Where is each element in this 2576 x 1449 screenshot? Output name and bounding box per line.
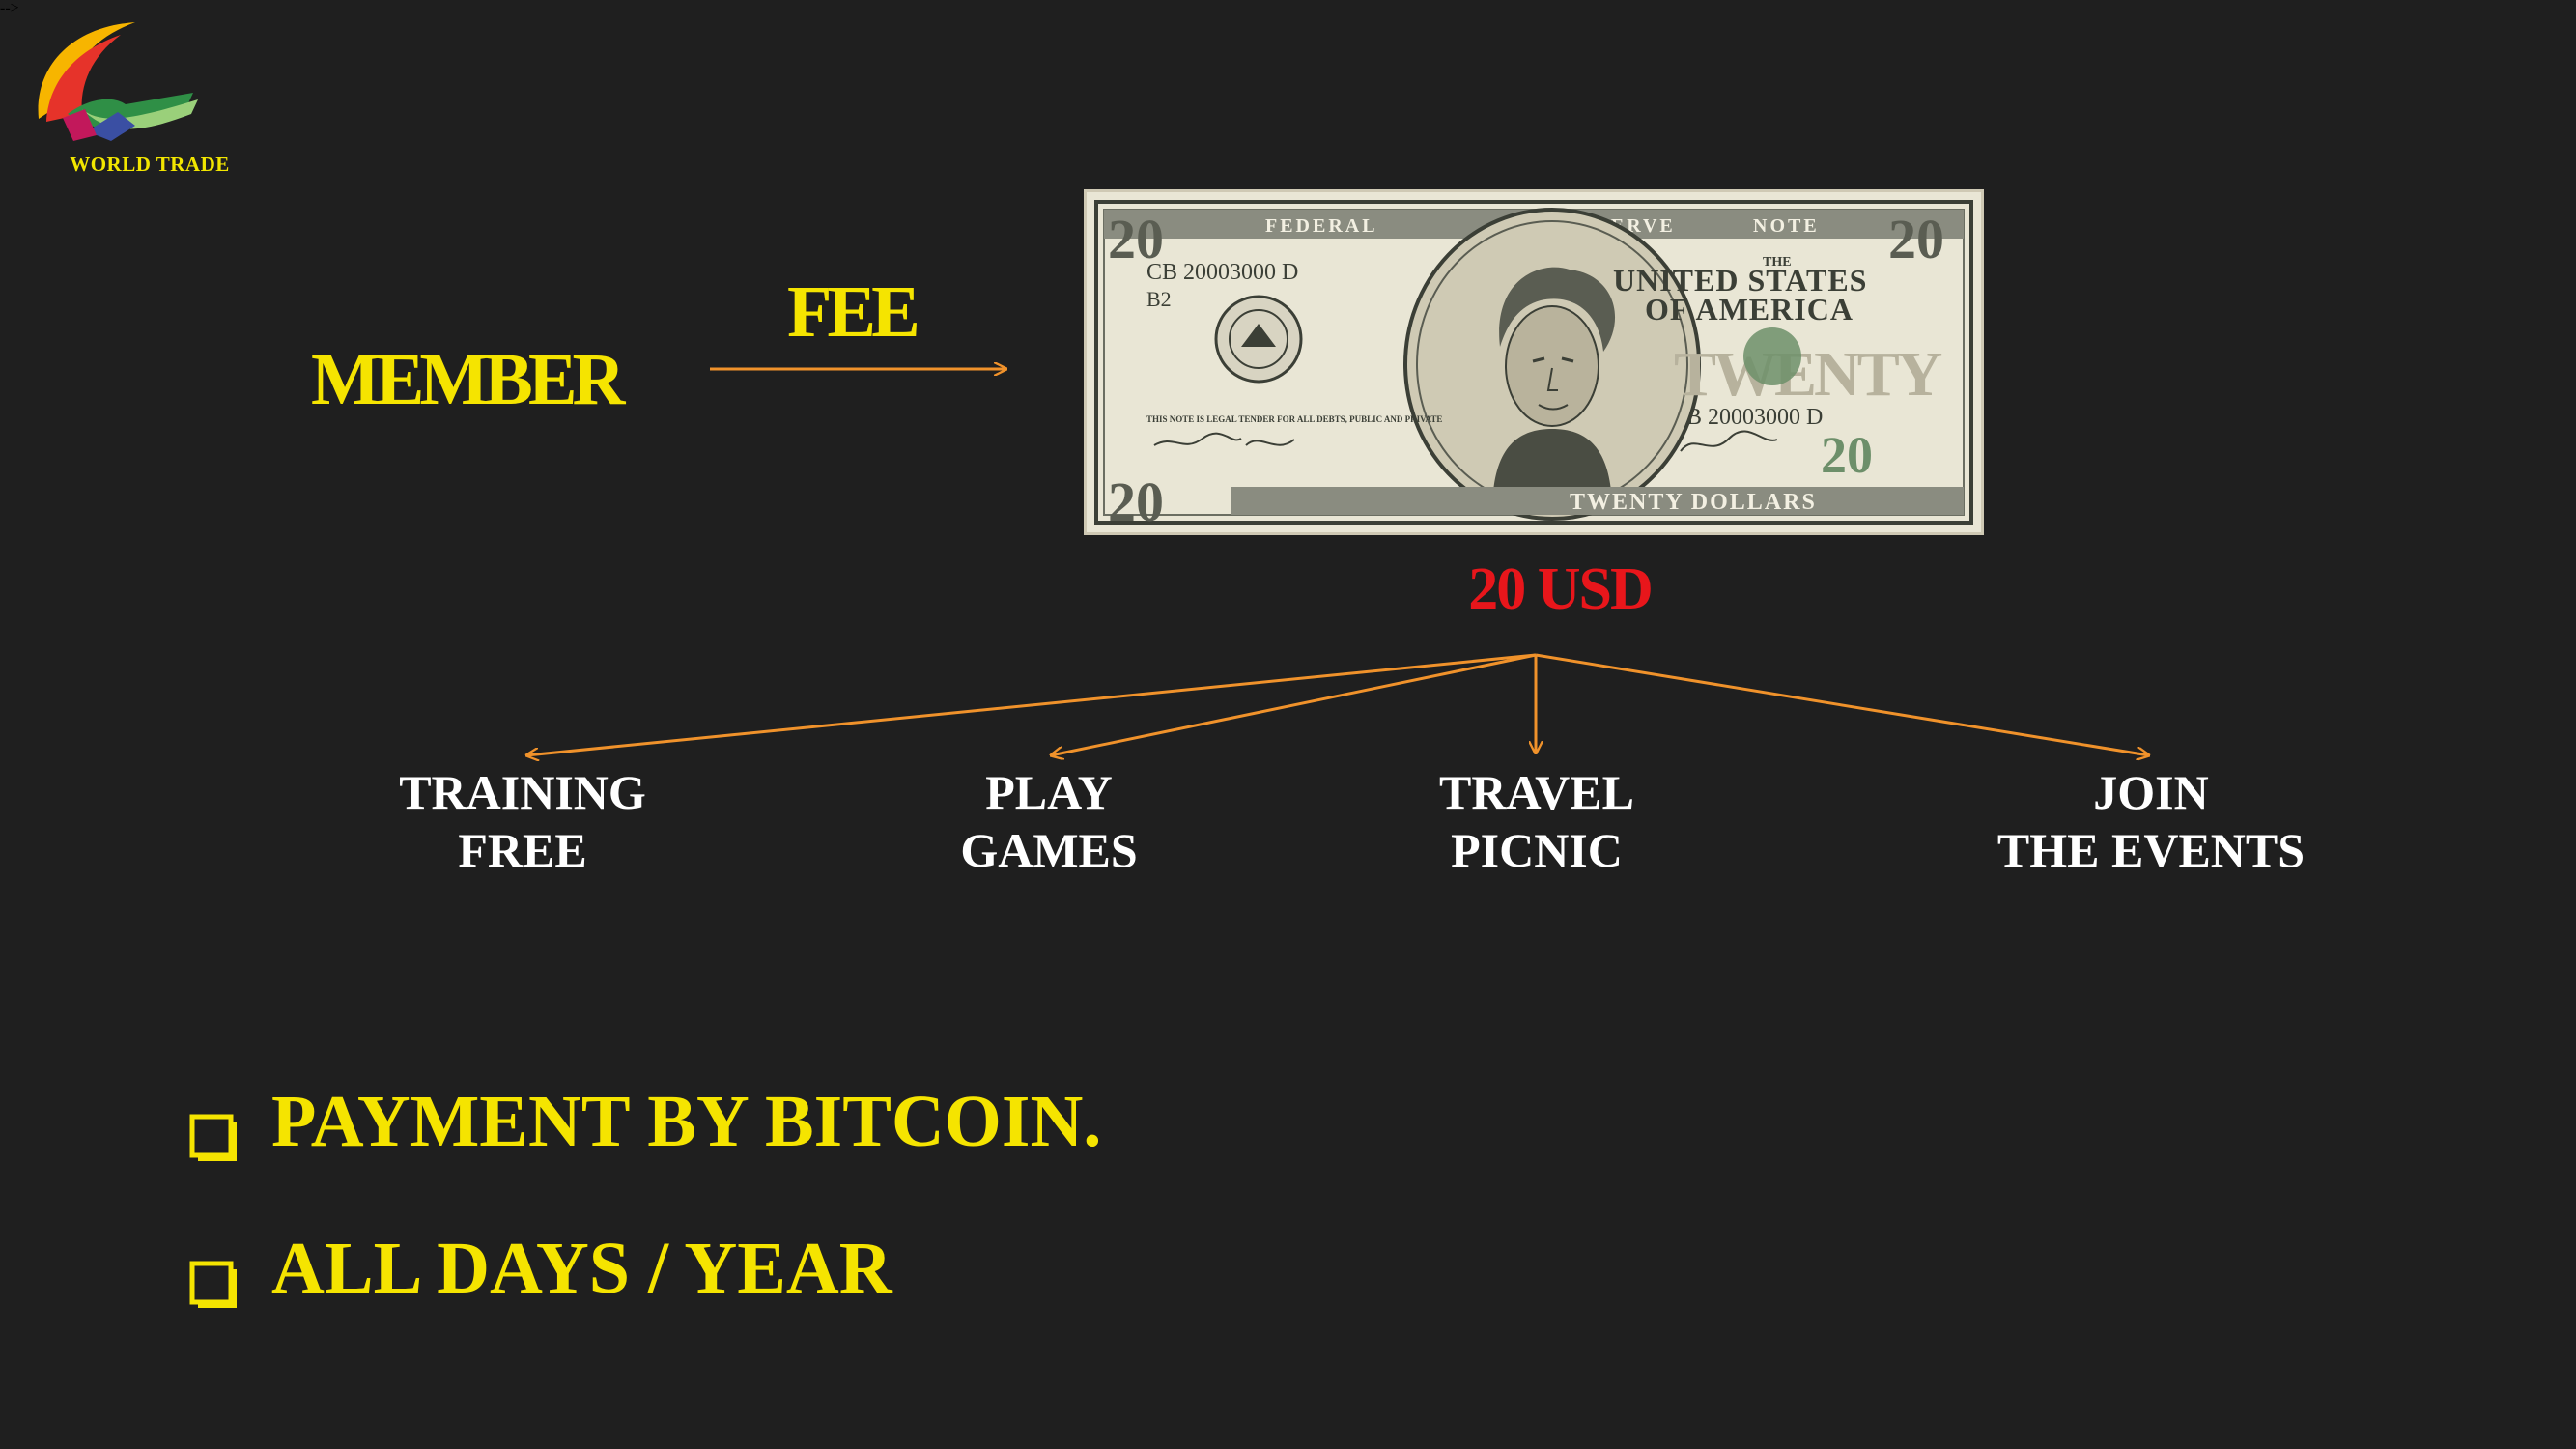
portrait-face: [1505, 305, 1599, 427]
portrait-hair: [1499, 267, 1616, 352]
benefit-line2: THE EVENTS: [1996, 823, 2306, 877]
benefit-line2: FREE: [458, 823, 587, 877]
bullet-text: PAYMENT BY BITCOIN.: [271, 1081, 1102, 1162]
denomination-top-left: 20: [1108, 208, 1164, 270]
benefit-line1: PLAY: [985, 765, 1113, 819]
checkbox-bullet-icon: [188, 1248, 237, 1308]
benefit-line2: PICNIC: [1451, 823, 1623, 877]
world-trade-logo: WORLD TRADE: [29, 17, 229, 182]
denomination-top-right: 20: [1888, 208, 1944, 270]
serial-bottom: CB 20003000 D: [1671, 405, 1823, 430]
treasury-seal-icon: [1743, 327, 1801, 385]
arrow-to-join: [1535, 653, 2149, 755]
bullet-text: ALL DAYS / YEAR: [271, 1228, 892, 1309]
title-line1: UNITED STATES: [1613, 263, 1867, 298]
arrow-to-training: [526, 653, 1537, 755]
bank-code: B2: [1146, 287, 1172, 311]
twenty-dollar-banknote: FEDERAL RESERVE NOTE 20 20 20 CB 2000300…: [1084, 189, 1984, 535]
benefit-join: JOIN THE EVENTS: [1929, 763, 2373, 879]
denomination-green: 20: [1821, 426, 1873, 484]
title-small: THE: [1763, 255, 1792, 270]
benefit-line1: TRAVEL: [1439, 765, 1634, 819]
benefit-play: PLAY GAMES: [827, 763, 1271, 879]
banknote-header-left: FEDERAL: [1265, 215, 1378, 237]
benefit-travel: TRAVEL PICNIC: [1315, 763, 1759, 879]
banknote-footer: TWENTY DOLLARS: [1570, 490, 1817, 515]
benefit-line2: GAMES: [960, 823, 1138, 877]
serial-top: CB 20003000 D: [1146, 260, 1298, 285]
benefit-line1: JOIN: [2093, 765, 2209, 819]
bullet-payment: PAYMENT BY BITCOIN.: [188, 1080, 1101, 1164]
logo-text: WORLD TRADE: [70, 153, 230, 176]
fee-label: FEE: [787, 271, 920, 353]
banknote-graphic: FEDERAL RESERVE NOTE 20 20 20 CB 2000300…: [1087, 192, 1981, 533]
arrow-to-play: [1051, 653, 1537, 755]
title-line2: OF AMERICA: [1645, 292, 1854, 327]
price-label: 20 USD: [1468, 556, 1654, 622]
logo-swoosh-icon: [38, 22, 198, 141]
banknote-header-right: NOTE: [1753, 215, 1820, 237]
benefit-line1: TRAINING: [399, 765, 646, 819]
bullet-all-days: ALL DAYS / YEAR: [188, 1227, 892, 1311]
member-label: MEMBER: [311, 339, 625, 420]
checkbox-bullet-icon: [188, 1101, 237, 1161]
denomination-bottom-left: 20: [1108, 470, 1164, 532]
legal-tender-text: THIS NOTE IS LEGAL TENDER FOR ALL DEBTS,…: [1146, 414, 1442, 424]
watermark-word: TWENTY: [1674, 339, 1942, 410]
benefit-training: TRAINING FREE: [300, 763, 745, 879]
